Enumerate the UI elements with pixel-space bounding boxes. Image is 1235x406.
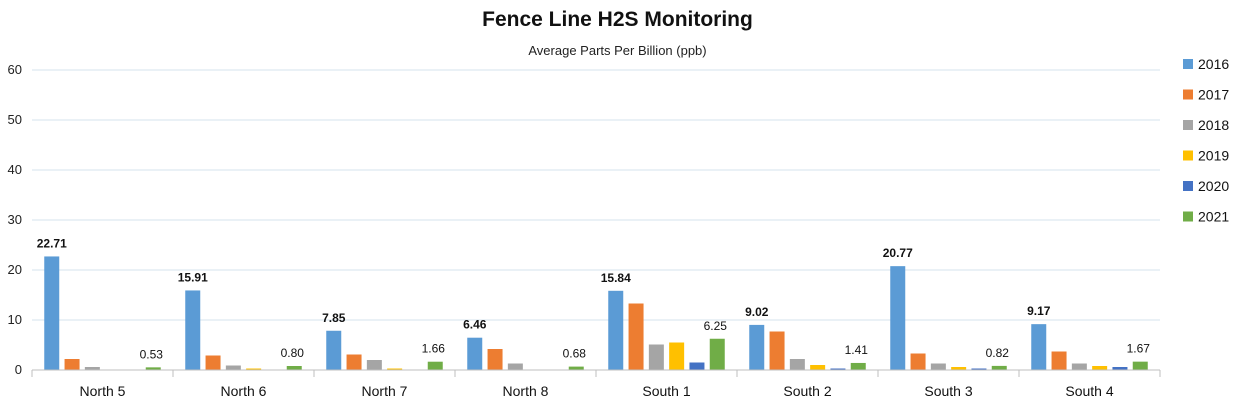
y-tick-label: 10 <box>8 312 22 327</box>
data-label: 9.17 <box>1027 304 1051 318</box>
legend-label: 2018 <box>1198 117 1229 133</box>
label-layer: 22.71 0.53 15.91 0.80 7.85 1.66 6.46 0.68 15.84 6… <box>37 236 1151 361</box>
bar-2016 <box>1031 324 1047 370</box>
legend-swatch <box>1183 59 1193 69</box>
bar-2018 <box>366 360 382 370</box>
data-label: 1.67 <box>1127 342 1151 356</box>
bar-2016 <box>185 290 201 370</box>
x-tick-label: North 7 <box>362 383 408 399</box>
data-label: 0.80 <box>281 346 305 360</box>
y-tick-label: 60 <box>8 62 22 77</box>
grid-layer <box>32 69 1160 321</box>
data-label: 0.82 <box>986 346 1010 360</box>
legend-swatch <box>1183 150 1193 161</box>
bar-2018 <box>648 344 664 370</box>
bar-2020 <box>689 362 705 370</box>
legend-swatch <box>1183 89 1193 100</box>
axis-layer: 0 10 20 30 40 50 60 North 5 North 6 North 7 North … <box>8 62 1161 399</box>
x-tick-label: North 6 <box>221 383 267 399</box>
legend: 2016 2017 2018 2019 2020 2021 <box>1183 56 1229 225</box>
bar-layer <box>44 256 1148 370</box>
x-tick-label: South 4 <box>1065 383 1113 399</box>
legend-item: 2018 <box>1183 117 1229 133</box>
x-tick-label: North 8 <box>503 383 549 399</box>
bar-2016 <box>467 337 483 370</box>
legend-item: 2019 <box>1183 148 1229 164</box>
bar-2021 <box>427 361 443 370</box>
data-label: 22.71 <box>37 236 67 250</box>
bar-2017 <box>628 303 644 370</box>
data-label: 0.53 <box>140 347 164 361</box>
legend-item: 2020 <box>1183 178 1229 194</box>
legend-label: 2019 <box>1198 148 1229 164</box>
bar-2019 <box>951 367 967 370</box>
x-tick-label: North 5 <box>80 383 126 399</box>
legend-label: 2020 <box>1198 178 1229 194</box>
bar-2016 <box>44 256 60 370</box>
data-label: 6.25 <box>704 319 728 333</box>
legend-swatch <box>1183 211 1193 222</box>
data-label: 6.46 <box>463 318 487 332</box>
bar-2018 <box>84 367 100 370</box>
chart-title: Fence Line H2S Monitoring <box>482 8 753 31</box>
bar-2018 <box>789 359 805 370</box>
data-label: 0.68 <box>563 347 587 361</box>
legend-swatch <box>1183 181 1193 191</box>
bar-2017 <box>769 331 785 370</box>
bar-2017 <box>205 355 221 370</box>
chart-subtitle: Average Parts Per Billion (ppb) <box>528 43 707 58</box>
bar-2017 <box>487 349 503 370</box>
bar-2018 <box>1071 363 1087 370</box>
bar-2021 <box>1132 361 1148 370</box>
bar-2021 <box>991 365 1007 370</box>
bar-2017 <box>910 353 926 370</box>
legend-label: 2021 <box>1198 209 1229 225</box>
bar-2019 <box>387 368 403 370</box>
legend-item: 2016 <box>1183 56 1229 72</box>
bar-2016 <box>326 330 342 370</box>
bar-2017 <box>1051 351 1067 370</box>
data-label: 1.41 <box>845 343 869 357</box>
bar-2017 <box>346 354 362 370</box>
bar-2021 <box>709 338 725 370</box>
data-label: 20.77 <box>883 246 913 260</box>
x-tick-label: South 1 <box>642 383 690 399</box>
bar-2020 <box>971 368 987 370</box>
bar-2017 <box>64 359 80 370</box>
y-tick-label: 50 <box>8 112 22 127</box>
bar-2018 <box>930 363 946 370</box>
bar-2018 <box>507 363 523 370</box>
data-label: 7.85 <box>322 311 346 325</box>
data-label: 15.84 <box>601 271 631 285</box>
bar-2020 <box>1112 367 1128 370</box>
x-tick-label: South 2 <box>783 383 831 399</box>
bar-2020 <box>830 368 846 370</box>
y-tick-label: 30 <box>8 212 22 227</box>
bar-2016 <box>608 290 624 370</box>
bar-2021 <box>145 367 161 370</box>
y-tick-label: 0 <box>15 362 22 377</box>
bar-2019 <box>669 342 685 370</box>
data-label: 15.91 <box>178 270 208 284</box>
bar-2019 <box>246 368 262 370</box>
legend-label: 2017 <box>1198 87 1229 103</box>
bar-2021 <box>286 366 302 370</box>
y-tick-label: 40 <box>8 162 22 177</box>
y-tick-label: 20 <box>8 262 22 277</box>
bar-2019 <box>810 365 826 370</box>
data-label: 1.66 <box>422 342 446 356</box>
bar-2021 <box>568 366 584 370</box>
legend-label: 2016 <box>1198 56 1229 72</box>
bar-2018 <box>225 365 241 370</box>
bar-2016 <box>749 324 765 370</box>
bar-2016 <box>890 266 906 370</box>
legend-swatch <box>1183 120 1193 130</box>
x-tick-label: South 3 <box>924 383 972 399</box>
legend-item: 2021 <box>1183 209 1229 225</box>
bar-2021 <box>850 362 866 370</box>
legend-item: 2017 <box>1183 87 1229 103</box>
data-label: 9.02 <box>745 305 769 319</box>
bar-2019 <box>1092 366 1108 370</box>
